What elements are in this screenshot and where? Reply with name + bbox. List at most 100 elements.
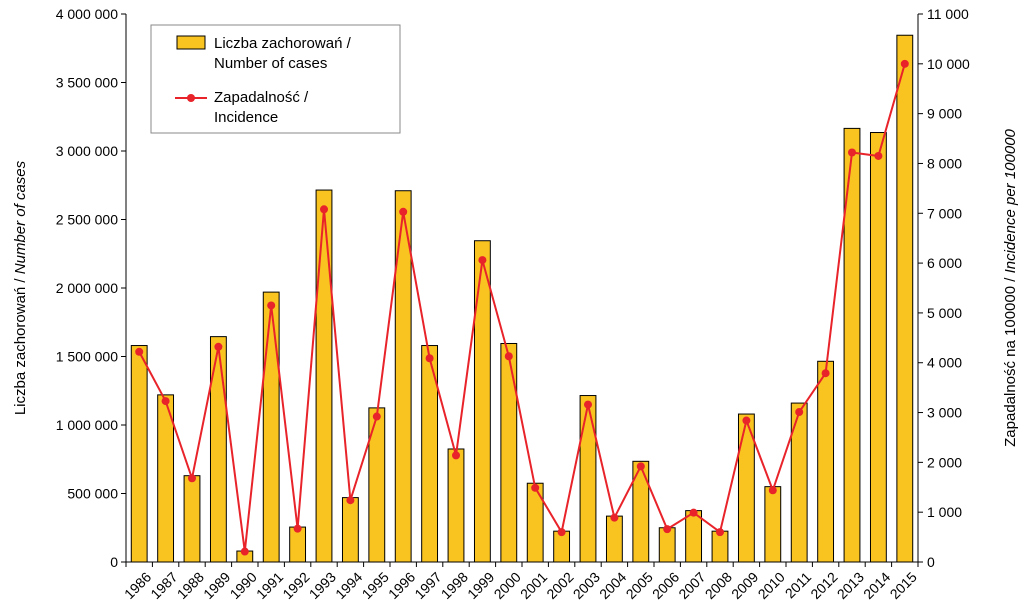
incidence-point-1987 bbox=[161, 397, 170, 406]
bar-2007 bbox=[685, 510, 703, 563]
x-tick-label: 1991 bbox=[253, 569, 286, 602]
bar-2014 bbox=[869, 132, 887, 563]
x-tick-label: 2006 bbox=[649, 569, 682, 602]
right-tick-label: 8 000 bbox=[927, 155, 962, 171]
incidence-point-1990 bbox=[240, 547, 249, 556]
x-tick-label: 1992 bbox=[279, 569, 312, 602]
incidence-point-1993 bbox=[320, 205, 328, 214]
right-tick-label: 11 000 bbox=[927, 6, 969, 22]
incidence-point-2013 bbox=[848, 148, 856, 157]
incidence-line bbox=[138, 63, 906, 552]
bar-1988 bbox=[183, 475, 201, 563]
left-tick-label: 4 000 000 bbox=[56, 6, 118, 22]
bar-1994 bbox=[341, 497, 359, 563]
x-tick-label: 2001 bbox=[517, 569, 550, 602]
right-tick-label: 9 000 bbox=[927, 106, 962, 122]
x-tick-label: 1986 bbox=[121, 569, 154, 602]
left-tick-label: 1 000 000 bbox=[56, 417, 118, 433]
x-tick-label: 2007 bbox=[675, 569, 708, 602]
incidence-point-1986 bbox=[135, 347, 144, 356]
incidence-point-1992 bbox=[293, 524, 302, 533]
right-tick-label: 3 000 bbox=[927, 405, 962, 421]
x-tick-label: 2003 bbox=[570, 569, 603, 602]
bar-2000 bbox=[500, 342, 518, 563]
x-tick-label: 2000 bbox=[491, 569, 524, 602]
legend-bar-label-line1: Liczba zachorowań / bbox=[214, 35, 352, 52]
bar-1993 bbox=[315, 189, 333, 563]
incidence-point-1999 bbox=[478, 256, 487, 265]
x-tick-label: 2015 bbox=[887, 569, 920, 602]
incidence-point-2009 bbox=[742, 416, 751, 425]
x-tick-label: 1990 bbox=[227, 569, 260, 602]
x-tick-label: 1987 bbox=[147, 569, 180, 602]
x-tick-label: 2012 bbox=[807, 569, 840, 602]
legend: Liczba zachorowań / Number of cases Zapa… bbox=[150, 24, 401, 134]
legend-line-marker bbox=[187, 94, 195, 102]
x-tick-label: 2002 bbox=[543, 569, 576, 602]
bar-2012 bbox=[817, 360, 835, 563]
x-tick-label: 1988 bbox=[174, 569, 207, 602]
incidence-point-2008 bbox=[716, 528, 724, 537]
left-axis-title: Liczba zachorowań / Number of cases bbox=[12, 160, 29, 415]
incidence-point-2015 bbox=[900, 59, 909, 68]
right-tick-label: 10 000 bbox=[927, 56, 970, 72]
x-tick-label: 2005 bbox=[623, 569, 656, 602]
left-tick-label: 2 000 000 bbox=[56, 280, 118, 296]
x-tick-label: 1997 bbox=[411, 569, 444, 602]
incidence-point-1991 bbox=[267, 301, 276, 310]
left-tick-label: 3 500 000 bbox=[56, 75, 118, 91]
right-tick-label: 0 bbox=[927, 554, 935, 570]
incidence-point-2006 bbox=[663, 525, 672, 534]
incidence-point-2005 bbox=[636, 462, 645, 471]
right-tick-label: 6 000 bbox=[927, 255, 962, 271]
bar-2001 bbox=[526, 482, 544, 563]
incidence-point-2002 bbox=[557, 528, 566, 537]
bars-layer bbox=[130, 34, 914, 563]
left-axis-ticks: 0 500 000 1 000 000 1 500 000 2 000 000 2 500… bbox=[56, 6, 126, 570]
bar-1986 bbox=[130, 345, 148, 563]
left-tick-label: 3 000 000 bbox=[56, 143, 118, 159]
incidence-point-1998 bbox=[452, 451, 460, 460]
x-tick-label: 2004 bbox=[596, 569, 629, 602]
right-tick-label: 7 000 bbox=[927, 205, 962, 221]
left-tick-label: 500 000 bbox=[67, 486, 118, 502]
bar-2003 bbox=[579, 395, 597, 563]
right-axis-ticks: 0 1 000 2 000 3 000 4 000 5 000 6 000 7 000 8 00… bbox=[918, 6, 970, 570]
incidence-point-2004 bbox=[610, 513, 619, 522]
left-tick-label: 0 bbox=[110, 554, 118, 570]
x-tick-label: 2009 bbox=[728, 569, 761, 602]
incidence-point-2011 bbox=[795, 408, 804, 417]
right-tick-label: 4 000 bbox=[927, 355, 962, 371]
incidence-point-1988 bbox=[188, 474, 196, 483]
left-tick-label: 1 500 000 bbox=[56, 349, 118, 365]
x-tick-label: 1996 bbox=[385, 569, 418, 602]
incidence-point-2014 bbox=[874, 151, 883, 160]
x-tick-label: 2008 bbox=[702, 569, 735, 602]
legend-bar-label-line2: Number of cases bbox=[214, 55, 327, 72]
line-layer bbox=[135, 59, 909, 556]
bar-1999 bbox=[473, 240, 491, 563]
x-axis-ticks: 1986198719881989199019911992199319941995… bbox=[121, 562, 920, 602]
incidence-point-1995 bbox=[372, 412, 381, 421]
x-tick-label: 2013 bbox=[834, 569, 867, 602]
left-tick-label: 2 500 000 bbox=[56, 212, 118, 228]
incidence-point-2003 bbox=[584, 400, 592, 409]
legend-line-label-line2: Incidence bbox=[214, 109, 278, 126]
bar-2010 bbox=[764, 486, 782, 563]
x-tick-label: 1994 bbox=[332, 569, 365, 602]
right-axis-title: Zapadalność na 100000 / Incidence per 10… bbox=[1002, 128, 1019, 446]
x-tick-label: 1989 bbox=[200, 569, 233, 602]
x-tick-label: 1999 bbox=[464, 569, 497, 602]
incidence-point-1997 bbox=[425, 354, 434, 363]
incidence-point-2001 bbox=[531, 483, 540, 492]
incidence-point-2010 bbox=[768, 486, 777, 495]
incidence-point-1996 bbox=[399, 207, 408, 216]
x-tick-label: 2014 bbox=[860, 569, 893, 602]
bar-2004 bbox=[605, 515, 623, 563]
x-tick-label: 2010 bbox=[755, 569, 788, 602]
legend-bar-swatch bbox=[176, 35, 206, 50]
right-tick-label: 5 000 bbox=[927, 305, 962, 321]
right-tick-label: 2 000 bbox=[927, 454, 962, 470]
incidence-point-1994 bbox=[346, 496, 355, 505]
